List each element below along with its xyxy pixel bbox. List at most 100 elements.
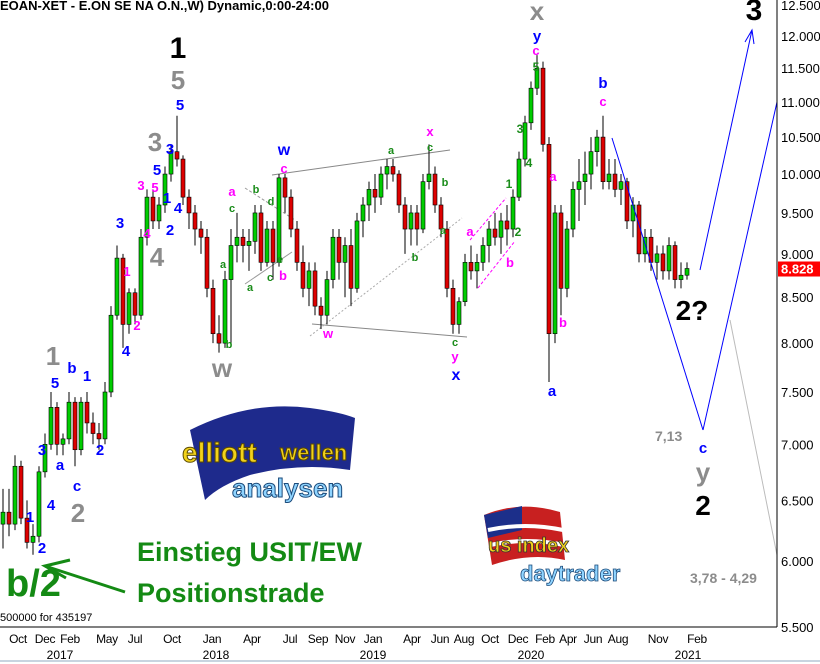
x-tick-label: Feb xyxy=(60,632,80,646)
candle-body xyxy=(30,535,36,543)
x-tick-label: Dec xyxy=(508,632,529,646)
candle-body xyxy=(624,181,630,222)
candle-body xyxy=(66,401,72,440)
wave-label: b xyxy=(253,184,260,196)
candle xyxy=(342,237,348,298)
wave-label: 2 xyxy=(695,490,711,521)
candle xyxy=(252,204,258,254)
channel-line xyxy=(311,323,468,338)
last-price-badge xyxy=(778,261,820,277)
wave-label: w xyxy=(211,353,233,383)
wave-label: 5 xyxy=(533,60,540,74)
wave-label: c xyxy=(73,478,81,495)
wave-label: b xyxy=(442,177,449,189)
candle-body xyxy=(294,228,300,263)
x-tick-label: Aug xyxy=(454,632,474,646)
candle-body xyxy=(594,136,600,152)
wave-label: 2 xyxy=(515,225,522,239)
y-tick-label: 9.500 xyxy=(781,206,814,221)
elliott-wellen-logo: elliott wellen analysen xyxy=(182,406,355,504)
last-price-label: 8.828 xyxy=(781,262,814,277)
y-tick-label: 5.500 xyxy=(781,620,814,635)
y-tick-label: 9.000 xyxy=(781,247,814,262)
wave-label: w xyxy=(277,142,291,159)
candle xyxy=(372,174,378,213)
wave-label: 3 xyxy=(137,178,144,193)
y-tick-label: 12.000 xyxy=(781,29,820,44)
candle xyxy=(108,306,114,398)
wave-label: 4 xyxy=(174,200,183,217)
candle xyxy=(0,488,6,549)
candle-body xyxy=(90,422,96,434)
wave-label: 5 xyxy=(171,65,185,95)
candle xyxy=(630,197,636,238)
wave-label: b xyxy=(412,252,419,264)
wave-label: y xyxy=(451,349,459,364)
candle-body xyxy=(414,212,420,230)
y-tick-label: 10.500 xyxy=(781,130,820,145)
candle xyxy=(294,220,300,271)
candle xyxy=(402,197,408,254)
price-axis xyxy=(0,0,778,628)
candle xyxy=(540,61,546,152)
candle-body xyxy=(540,67,546,145)
entry-arrow xyxy=(44,564,126,594)
candle-body xyxy=(456,301,462,325)
candle-body xyxy=(114,257,120,316)
candle-body xyxy=(468,262,474,272)
candle-body xyxy=(474,262,480,272)
candle xyxy=(414,204,420,246)
candle xyxy=(120,253,126,348)
candle xyxy=(618,174,624,205)
candle xyxy=(300,245,306,298)
wave-label: 1 xyxy=(506,177,513,191)
candle xyxy=(264,220,270,267)
candle xyxy=(654,245,660,280)
candle xyxy=(132,288,138,325)
candle-body xyxy=(96,433,102,440)
y-tick-label: 11.500 xyxy=(781,61,820,76)
candle-body xyxy=(390,166,396,175)
candle-body xyxy=(378,173,384,198)
candle xyxy=(480,237,486,271)
candle-body xyxy=(522,122,528,160)
candle xyxy=(48,392,54,450)
wave-label: 2 xyxy=(96,442,104,459)
wave-label: a xyxy=(56,457,65,474)
candle-body xyxy=(528,87,534,124)
x-tick-label: Dec xyxy=(35,632,56,646)
candle xyxy=(642,229,648,263)
x-tick-label: Apr xyxy=(243,632,261,646)
candle-body xyxy=(312,270,318,307)
candle-body xyxy=(186,196,192,214)
wave-label: a xyxy=(388,145,395,157)
candle-body xyxy=(534,67,540,89)
y-tick-label: 6.000 xyxy=(781,554,814,569)
wave-label: 1 xyxy=(123,264,130,279)
candle xyxy=(84,392,90,434)
candle xyxy=(234,212,240,263)
candle xyxy=(6,488,12,537)
wave-label: 3 xyxy=(116,215,124,232)
candle xyxy=(210,279,216,344)
candle xyxy=(96,422,102,450)
candle-body xyxy=(138,236,144,316)
logos: elliott wellen analysen us index daytrad… xyxy=(182,406,621,586)
wave-label: a xyxy=(220,259,227,271)
wave-label: 2 xyxy=(38,540,46,557)
candle xyxy=(78,397,84,456)
candle xyxy=(510,189,516,238)
candle xyxy=(588,137,594,190)
wave-label: c xyxy=(427,142,433,154)
wave-label: y xyxy=(533,28,542,45)
candle-body xyxy=(438,204,444,230)
candle xyxy=(174,115,180,167)
candle-body xyxy=(162,173,168,206)
candle-body xyxy=(672,245,678,280)
wave-label: b xyxy=(67,360,76,377)
wave-label: b xyxy=(598,75,607,92)
footer-note: 500000 for 435197 xyxy=(0,612,93,624)
